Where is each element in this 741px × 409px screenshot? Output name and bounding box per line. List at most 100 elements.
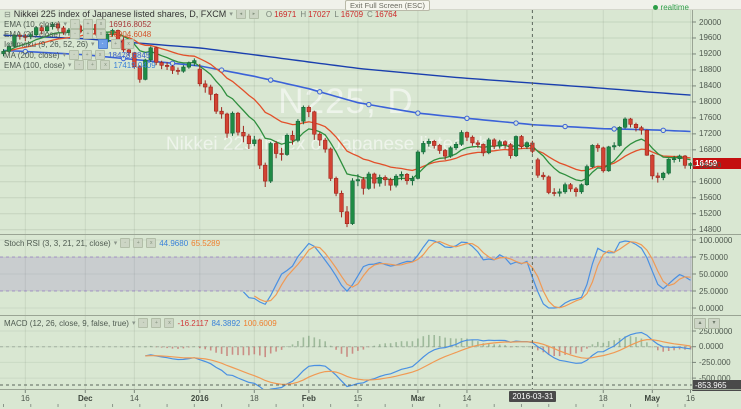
macd-histogram-bar bbox=[428, 334, 430, 347]
macd-histogram-bar bbox=[438, 336, 441, 347]
macd-histogram-bar bbox=[226, 346, 228, 356]
candle bbox=[197, 68, 202, 85]
macd-histogram-bar bbox=[368, 346, 370, 348]
stoch-rsi-k-line bbox=[242, 239, 691, 309]
macd-histogram-bar bbox=[378, 344, 381, 347]
macd-histogram-bar bbox=[286, 346, 288, 347]
exit-fullscreen-tooltip[interactable]: Exit Full Screen (ESC) bbox=[345, 0, 431, 11]
candle bbox=[154, 47, 159, 63]
macd-histogram-bar bbox=[171, 346, 174, 349]
candle bbox=[121, 39, 126, 51]
candle bbox=[399, 174, 404, 177]
macd-histogram-bar bbox=[215, 346, 217, 353]
macd-histogram-bar bbox=[166, 346, 168, 349]
candle bbox=[671, 158, 677, 160]
macd-histogram-group bbox=[144, 334, 692, 358]
candle bbox=[633, 124, 639, 129]
macd-histogram-bar bbox=[417, 338, 419, 347]
candle bbox=[661, 172, 666, 178]
ema100-marker bbox=[317, 89, 323, 95]
candle bbox=[175, 70, 181, 72]
macd-histogram-bar bbox=[586, 346, 588, 349]
pane-collapse-button[interactable]: ▾ bbox=[708, 318, 720, 329]
macd-histogram-bar bbox=[324, 341, 326, 347]
candle bbox=[464, 132, 470, 138]
candle bbox=[622, 118, 628, 128]
macd-histogram-bar bbox=[689, 346, 692, 350]
candle bbox=[132, 52, 137, 67]
macd-histogram-bar bbox=[384, 343, 386, 347]
candle bbox=[475, 142, 481, 145]
candle bbox=[437, 145, 442, 151]
realtime-badge: realtime bbox=[652, 3, 689, 12]
candle bbox=[235, 112, 241, 133]
candle bbox=[99, 33, 104, 43]
macd-histogram-bar bbox=[264, 346, 266, 358]
macd-histogram-bar bbox=[259, 346, 261, 356]
candle bbox=[655, 175, 660, 178]
candle bbox=[55, 23, 61, 29]
candle bbox=[579, 184, 584, 193]
macd-histogram-bar bbox=[149, 345, 152, 347]
candle bbox=[77, 25, 82, 33]
candle bbox=[208, 86, 213, 95]
candle bbox=[426, 141, 431, 144]
candle bbox=[126, 49, 131, 54]
macd-histogram-bar bbox=[624, 336, 626, 347]
candles-group bbox=[1, 20, 692, 228]
macd-histogram-bar bbox=[199, 346, 201, 349]
candle bbox=[110, 30, 115, 35]
candle bbox=[306, 107, 311, 113]
macd-histogram-bar bbox=[460, 338, 463, 347]
macd-histogram-bar bbox=[188, 346, 190, 348]
candle bbox=[83, 21, 88, 33]
pane-move-up-button[interactable]: ▴ bbox=[694, 318, 706, 329]
macd-histogram-bar bbox=[351, 346, 354, 354]
realtime-dot-icon bbox=[652, 5, 658, 10]
macd-histogram-bar bbox=[291, 344, 294, 347]
macd-histogram-bar bbox=[422, 336, 425, 347]
stoch-overbought-oversold-band bbox=[0, 257, 692, 291]
candle bbox=[524, 142, 529, 147]
candle bbox=[393, 175, 399, 186]
candle bbox=[181, 66, 186, 72]
candle bbox=[257, 139, 262, 166]
macd-histogram-bar bbox=[297, 341, 299, 347]
candle bbox=[639, 127, 644, 131]
candle bbox=[421, 143, 426, 153]
macd-histogram-bar bbox=[340, 346, 343, 354]
candle bbox=[410, 178, 415, 181]
ema100-marker bbox=[120, 55, 127, 62]
candle bbox=[165, 65, 170, 67]
candle bbox=[666, 158, 671, 174]
macd-pane-buttons: ▴ ▾ bbox=[694, 318, 720, 329]
candle bbox=[50, 23, 55, 27]
candle bbox=[677, 155, 682, 160]
candle bbox=[1, 51, 6, 54]
ema100-marker bbox=[464, 115, 470, 121]
macd-histogram-bar bbox=[537, 346, 539, 351]
ema100-line bbox=[3, 49, 691, 133]
stoch-rsi-d-line bbox=[253, 240, 691, 309]
realtime-label: realtime bbox=[660, 3, 689, 12]
top-strip: Exit Full Screen (ESC) bbox=[0, 0, 741, 11]
macd-histogram-bar bbox=[635, 337, 637, 347]
macd-histogram-bar bbox=[564, 346, 566, 355]
candle bbox=[481, 144, 486, 154]
macd-histogram-bar bbox=[248, 346, 250, 356]
candle bbox=[6, 46, 12, 52]
macd-histogram-bar bbox=[204, 346, 206, 350]
macd-histogram-bar bbox=[280, 346, 283, 350]
candle bbox=[333, 178, 339, 194]
candle bbox=[383, 177, 388, 181]
macd-histogram-bar bbox=[477, 341, 479, 347]
candle bbox=[323, 139, 328, 150]
candle bbox=[137, 66, 142, 80]
macd-histogram-bar bbox=[520, 346, 523, 347]
macd-histogram-bar bbox=[646, 342, 648, 347]
candle bbox=[66, 29, 71, 33]
macd-histogram-bar bbox=[182, 346, 185, 349]
candle bbox=[279, 153, 284, 155]
